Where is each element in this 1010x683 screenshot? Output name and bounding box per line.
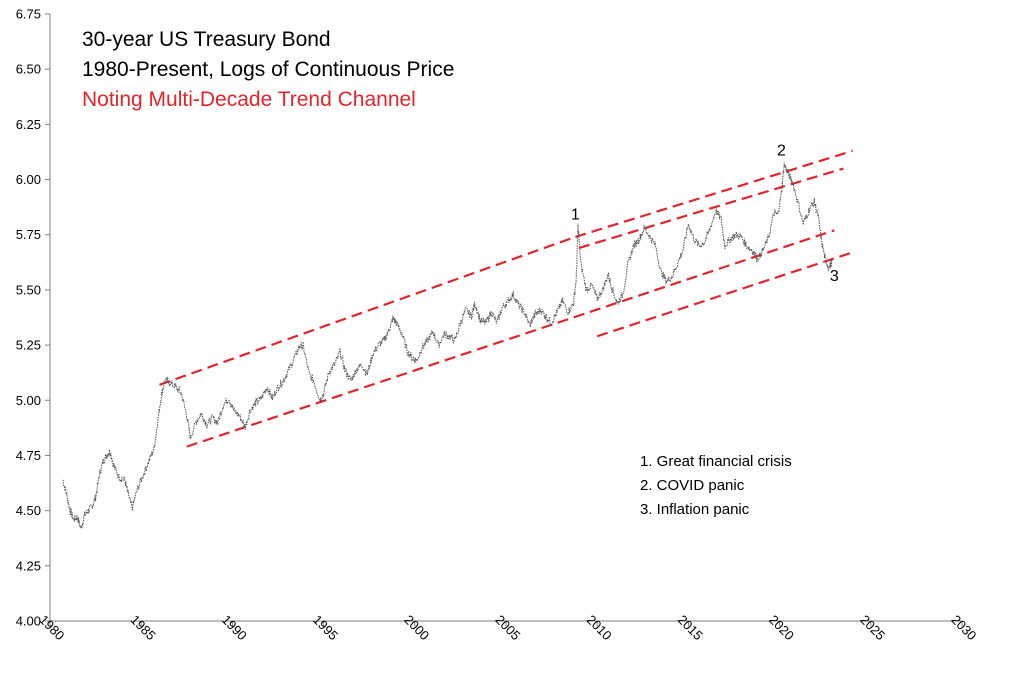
trend-line-2 <box>186 229 835 448</box>
x-tick-label: 2020 <box>766 612 797 643</box>
y-tick-label: 4.25 <box>16 558 41 573</box>
x-tick-label: 1990 <box>219 612 250 643</box>
x-tick-label: 1995 <box>310 612 341 643</box>
y-tick-label: 6.75 <box>16 7 41 22</box>
y-tick-label: 6.25 <box>16 117 41 132</box>
x-tick-label: 2015 <box>675 612 706 643</box>
trend-line-4 <box>578 167 844 250</box>
x-tick-label: 2005 <box>492 612 523 643</box>
annotation-1: 1 <box>571 206 580 223</box>
annotations: 1 2 3 <box>571 142 839 285</box>
annotation-2: 2 <box>777 142 786 159</box>
x-tick-label: 2025 <box>857 612 888 643</box>
legend-item-3: 3. Inflation panic <box>640 501 750 518</box>
legend-item-1: 1. Great financial crisis <box>640 453 792 470</box>
y-tick-label: 4.00 <box>16 614 41 629</box>
y-tick-label: 5.25 <box>16 338 41 353</box>
x-tick-label: 2010 <box>584 612 615 643</box>
trend-line-5 <box>596 251 853 338</box>
x-tick-label: 2000 <box>401 612 432 643</box>
y-tick-label: 4.75 <box>16 448 41 463</box>
y-tick-label: 6.50 <box>16 62 41 77</box>
title-line-1: 30-year US Treasury Bond <box>82 28 331 51</box>
annotation-3: 3 <box>830 268 839 285</box>
title-line-3: Noting Multi-Decade Trend Channel <box>82 88 416 111</box>
y-tick-label: 6.00 <box>16 172 41 187</box>
y-tick-label: 5.00 <box>16 393 41 408</box>
y-tick-label: 4.50 <box>16 503 41 518</box>
trend-line-3 <box>574 149 853 238</box>
series-line-1 <box>62 162 833 529</box>
chart-title: 30-year US Treasury Bond 1980-Present, L… <box>82 28 454 111</box>
y-tick-label: 5.50 <box>16 282 41 297</box>
trend-line-1 <box>159 235 576 386</box>
x-tick-label: 2030 <box>948 612 979 643</box>
x-tick-label: 1985 <box>128 612 159 643</box>
legend-item-2: 2. COVID panic <box>640 477 745 494</box>
x-tick-label: 1980 <box>36 612 67 643</box>
legend-box: 1. Great financial crisis 2. COVID panic… <box>640 453 792 518</box>
title-line-2: 1980-Present, Logs of Continuous Price <box>82 58 454 81</box>
trend-lines <box>159 149 853 448</box>
price-series <box>62 162 833 529</box>
y-tick-label: 5.75 <box>16 227 41 242</box>
